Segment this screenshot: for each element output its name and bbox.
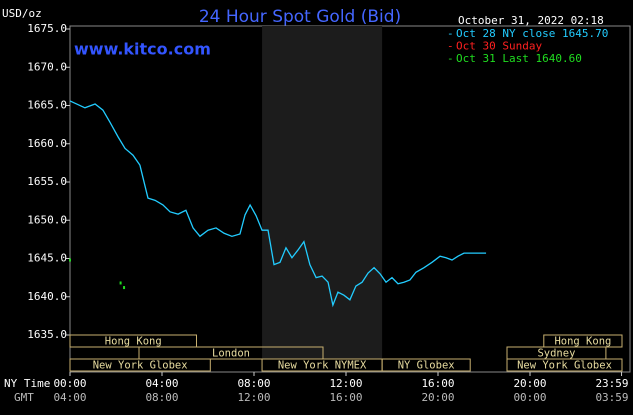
y-tick-label: 1635.0 xyxy=(27,328,67,341)
x-tick-label: 20:00 xyxy=(513,377,546,390)
y-tick-label: 1660.0 xyxy=(27,137,67,150)
gmt-tick-label: 20:00 xyxy=(421,391,454,404)
x-tick-label: 00:00 xyxy=(53,377,86,390)
y-tick-label: 1650.0 xyxy=(27,213,67,226)
legend-entry: Oct 28 NY close 1645.70 xyxy=(456,27,608,40)
session-label: New York NYMEX xyxy=(278,360,367,372)
session-label: Sydney xyxy=(537,348,575,360)
session-label: NY Globex xyxy=(398,360,455,372)
session-label: New York Globex xyxy=(517,360,612,372)
y-tick-label: 1670.0 xyxy=(27,60,67,73)
gmt-tick-label: 12:00 xyxy=(237,391,270,404)
legend-dash: - xyxy=(447,40,454,53)
x-tick-label: 23:59 xyxy=(595,377,628,390)
gmt-tick-label: 00:00 xyxy=(513,391,546,404)
gmt-tick-label: 16:00 xyxy=(329,391,362,404)
gmt-tick-label: 08:00 xyxy=(145,391,178,404)
unit-label: USD/oz xyxy=(2,7,42,20)
y-tick-label: 1675.0 xyxy=(27,22,67,35)
session-label: Hong Kong xyxy=(105,336,162,348)
session-label: New York Globex xyxy=(93,360,188,372)
legend-entry: Oct 31 Last 1640.60 xyxy=(456,52,582,65)
y-tick-label: 1655.0 xyxy=(27,175,67,188)
x-tick-label: 08:00 xyxy=(237,377,270,390)
session-shade xyxy=(262,26,383,359)
price-line xyxy=(69,100,487,308)
x-row-label: GMT xyxy=(14,391,34,404)
x-row-label: NY Time xyxy=(4,377,50,390)
session-box xyxy=(381,358,471,372)
y-tick-label: 1640.0 xyxy=(27,290,67,303)
legend-dash: - xyxy=(447,27,454,40)
source: www.kitco.com xyxy=(74,40,211,59)
timestamp: October 31, 2022 02:18 xyxy=(458,14,604,27)
gmt-tick-label: 03:59 xyxy=(595,391,628,404)
session-box xyxy=(506,358,623,372)
session-label: London xyxy=(212,348,250,360)
y-tick-label: 1645.0 xyxy=(27,252,67,265)
legend-dash: - xyxy=(447,52,454,65)
x-tick-label: 12:00 xyxy=(329,377,362,390)
legend-entry: Oct 30 Sunday xyxy=(456,40,542,53)
session-box xyxy=(138,346,324,360)
session-label: Hong Kong xyxy=(554,336,611,348)
point xyxy=(69,258,71,262)
session-box xyxy=(69,334,197,348)
x-tick-label: 16:00 xyxy=(421,377,454,390)
gmt-tick-label: 04:00 xyxy=(53,391,86,404)
session-box xyxy=(69,358,211,372)
y-tick-label: 1665.0 xyxy=(27,99,67,112)
x-tick-label: 04:00 xyxy=(145,377,178,390)
point xyxy=(123,286,126,290)
point xyxy=(119,281,122,285)
chart-title: 24 Hour Spot Gold (Bid) xyxy=(199,7,401,27)
